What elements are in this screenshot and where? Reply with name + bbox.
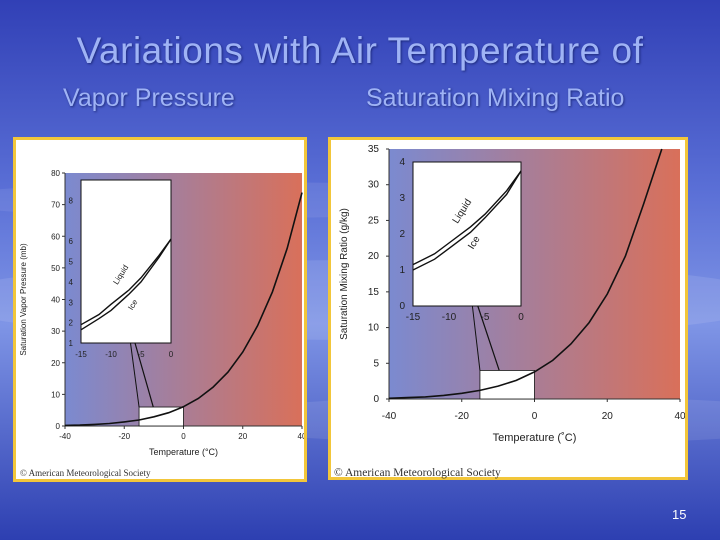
copyright-left: © American Meteorological Society xyxy=(20,468,151,478)
inset-x-tick-label: 0 xyxy=(518,312,524,323)
x-tick-label: -40 xyxy=(59,432,71,441)
y-tick-label: 30 xyxy=(51,327,60,336)
inset-y-tick-label: 5 xyxy=(69,258,74,267)
inset-y-tick-label: 4 xyxy=(69,278,74,287)
x-axis-label: Temperature (°C) xyxy=(149,447,218,457)
inset-y-tick-label: 2 xyxy=(399,229,405,240)
inset-box xyxy=(80,179,172,344)
copyright-right: © American Meteorological Society xyxy=(334,467,501,479)
zoom-curve xyxy=(138,405,184,421)
y-tick-label: 10 xyxy=(368,323,380,334)
inset-x-tick-label: -5 xyxy=(481,312,490,323)
x-tick-label: -20 xyxy=(118,432,130,441)
pointer-arrow xyxy=(134,342,154,408)
y-axis-label: Saturation Mixing Ratio (g/kg) xyxy=(339,208,350,340)
x-tick-label: 40 xyxy=(674,411,685,422)
inset-x-tick-label: 0 xyxy=(169,350,174,359)
x-axis-label: Temperature (˚C) xyxy=(493,432,577,444)
vapor-pressure-chart-panel: -40-200204001020304050607080Temperature … xyxy=(13,137,307,482)
mixing-ratio-chart-panel: -40 -20 0 20 40 0 5 10 15 20 25 30 35 Temperature (˚C… xyxy=(328,137,688,480)
page-number: 15 xyxy=(672,507,687,522)
inset-y-tick-label: 0 xyxy=(399,301,405,312)
inset-x-tick-label: -10 xyxy=(105,350,117,359)
y-tick-label: 0 xyxy=(56,422,61,431)
y-tick-label: 20 xyxy=(368,251,380,262)
zoom-curve xyxy=(479,371,535,392)
subtitle-vapor-pressure: Vapor Pressure xyxy=(63,84,235,112)
inset-y-tick-label: 1 xyxy=(399,265,405,276)
y-tick-label: 40 xyxy=(51,296,60,305)
x-tick-label: -20 xyxy=(455,411,470,422)
inset-y-tick-label: 2 xyxy=(69,319,74,328)
y-tick-label: 5 xyxy=(373,358,379,369)
inset-curve-liquid xyxy=(80,238,172,326)
inset-curve-ice xyxy=(80,238,172,331)
slide-title: Variations with Air Temperature of xyxy=(76,30,644,71)
y-tick-label: 15 xyxy=(368,287,380,298)
inset-y-tick-label: 3 xyxy=(399,193,405,204)
inset-y-tick-label: 3 xyxy=(69,298,74,307)
inset-x-tick-label: -15 xyxy=(75,350,87,359)
zoom-box xyxy=(479,370,535,400)
y-tick-label: 25 xyxy=(368,215,380,226)
x-tick-label: 0 xyxy=(181,432,186,441)
y-tick-label: 35 xyxy=(368,144,380,155)
y-tick-label: 20 xyxy=(51,359,60,368)
inset-x-tick-label: -5 xyxy=(137,350,145,359)
y-tick-label: 0 xyxy=(373,394,379,405)
x-tick-label: 20 xyxy=(238,432,247,441)
inset-curve-ice xyxy=(412,170,522,271)
inset-y-tick-label: 6 xyxy=(69,237,74,246)
y-tick-label: 10 xyxy=(51,390,60,399)
inset-x-tick-label: -15 xyxy=(406,312,421,323)
inset-y-tick-label: 4 xyxy=(399,157,405,168)
inset-y-tick-label: 8 xyxy=(69,196,74,205)
y-tick-label: 60 xyxy=(51,232,60,241)
y-axis-label: Saturation Vapor Pressure (mb) xyxy=(19,243,28,356)
x-tick-label: -40 xyxy=(382,411,397,422)
pointer-line xyxy=(471,305,481,371)
x-tick-label: 40 xyxy=(298,432,304,441)
subtitle-mixing-ratio: Saturation Mixing Ratio xyxy=(366,84,625,112)
inset-box xyxy=(412,161,522,307)
y-tick-label: 50 xyxy=(51,264,60,273)
x-tick-label: 0 xyxy=(532,411,538,422)
pointer-arrow xyxy=(477,305,500,371)
x-tick-label: 20 xyxy=(602,411,614,422)
inset-curve-liquid xyxy=(412,170,522,266)
inset-x-tick-label: -10 xyxy=(442,312,457,323)
y-tick-label: 30 xyxy=(368,180,380,191)
y-tick-label: 80 xyxy=(51,169,60,178)
y-tick-label: 70 xyxy=(51,201,60,210)
vapor-pressure-chart: -40-200204001020304050607080Temperature … xyxy=(19,169,304,457)
pointer-line xyxy=(130,342,140,408)
inset-y-tick-label: 1 xyxy=(69,339,74,348)
